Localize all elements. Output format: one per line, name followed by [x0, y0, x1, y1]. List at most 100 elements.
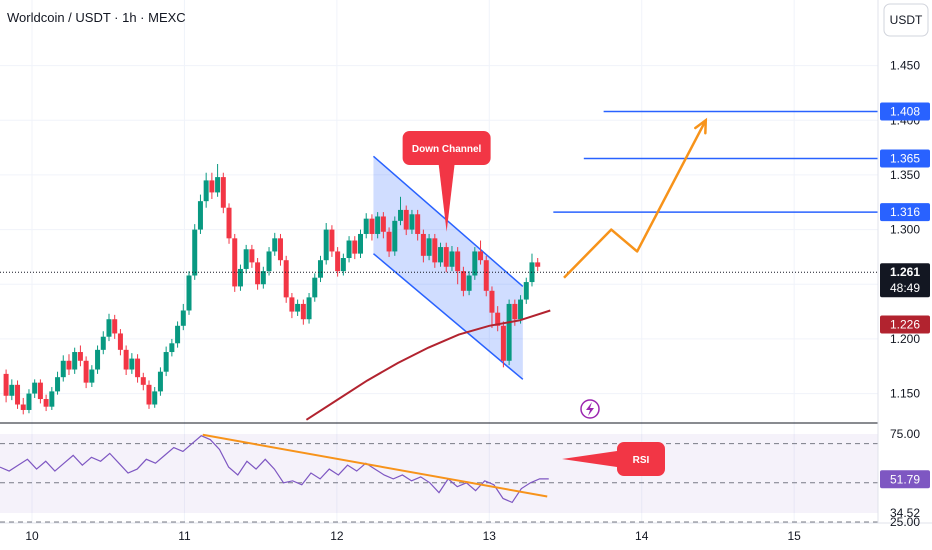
- candle-40: [232, 233, 238, 292]
- candle-body-20: [117, 333, 123, 350]
- candle-25: [146, 380, 152, 409]
- candle-body-90: [518, 299, 524, 320]
- candle-body-78: [449, 251, 455, 267]
- candle-body-1: [9, 384, 15, 396]
- candle-body-80: [460, 271, 466, 291]
- time-tick-0: 10: [25, 529, 39, 543]
- candle-body-82: [472, 251, 478, 276]
- candles: [3, 163, 541, 415]
- currency-button[interactable]: USDT: [883, 3, 929, 37]
- rsi-line: [0, 435, 549, 504]
- down-channel: [372, 155, 524, 380]
- projection-line: [563, 119, 707, 279]
- candle-body-65: [375, 216, 381, 234]
- candle-body-8: [49, 391, 55, 407]
- time-tick-5: 15: [787, 529, 801, 543]
- candle-64: [369, 214, 375, 241]
- candle-78: [449, 245, 455, 272]
- candle-79: [455, 247, 461, 285]
- candle-body-72: [415, 214, 421, 234]
- candle-49: [283, 255, 289, 303]
- time-tick-1: 11: [178, 529, 191, 543]
- level-tags: 1.408 1.365 1.316: [880, 102, 930, 222]
- callout-label: Down Channel: [412, 144, 482, 155]
- candle-18: [106, 313, 112, 342]
- countdown-label: 48:49: [890, 281, 920, 295]
- candle-body-41: [237, 268, 243, 287]
- candle-body-68: [392, 220, 398, 252]
- level-tag-2: [880, 203, 930, 222]
- candle-8: [49, 387, 55, 410]
- candle-body-16: [95, 349, 101, 370]
- candle-27: [157, 367, 163, 396]
- candle-body-47: [272, 238, 278, 252]
- candle-32: [186, 271, 192, 315]
- candle-28: [163, 346, 169, 377]
- candle-56: [323, 223, 329, 265]
- candle-75: [432, 233, 438, 268]
- candle-body-31: [180, 310, 186, 326]
- candle-body-12: [72, 352, 78, 370]
- candle-body-29: [169, 343, 175, 353]
- candle-body-15: [89, 369, 95, 383]
- candle-body-51: [295, 303, 301, 312]
- candle-47: [272, 232, 278, 256]
- candle-body-28: [163, 352, 169, 372]
- candle-68: [392, 216, 398, 256]
- candle-6: [37, 379, 43, 404]
- candle-body-45: [260, 271, 266, 285]
- channel-fill: [373, 156, 523, 380]
- candle-body-42: [243, 249, 249, 269]
- lightning-icon[interactable]: [580, 399, 600, 419]
- candle-body-81: [466, 275, 472, 291]
- down-channel-callout: Down Channel: [402, 131, 491, 232]
- candle-body-43: [249, 249, 255, 263]
- candle-43: [249, 244, 255, 268]
- candle-body-49: [283, 260, 289, 298]
- rsi-dashed-levels: [0, 443, 878, 523]
- candle-45: [260, 266, 266, 289]
- candle-body-11: [66, 360, 72, 370]
- candle-body-71: [409, 214, 415, 230]
- candle-72: [415, 209, 421, 241]
- candle-53: [306, 292, 312, 324]
- candle-body-2: [15, 384, 21, 405]
- candle-44: [255, 258, 261, 290]
- callout-box: [402, 131, 491, 165]
- candle-body-62: [357, 233, 363, 254]
- candle-26: [152, 387, 158, 408]
- candle-body-23: [135, 358, 141, 378]
- candle-80: [460, 266, 466, 297]
- candle-51: [295, 299, 301, 316]
- candle-87: [500, 321, 506, 368]
- candle-14: [83, 356, 89, 389]
- candle-41: [237, 264, 243, 291]
- candle-24: [140, 372, 146, 391]
- candle-5: [32, 379, 38, 398]
- candle-body-52: [300, 303, 306, 320]
- candle-50: [289, 292, 295, 319]
- candle-body-57: [329, 229, 335, 252]
- candle-body-17: [100, 336, 106, 350]
- candle-body-50: [289, 297, 295, 312]
- candle-body-18: [106, 319, 112, 337]
- candle-3: [20, 397, 26, 415]
- candle-57: [329, 225, 335, 257]
- candle-29: [169, 338, 175, 357]
- candle-body-77: [443, 247, 449, 267]
- candle-body-46: [266, 251, 272, 272]
- candle-42: [243, 244, 249, 274]
- candle-body-73: [420, 233, 426, 256]
- candle-85: [489, 286, 495, 328]
- candle-body-85: [489, 290, 495, 313]
- candle-23: [135, 354, 141, 383]
- candle-body-3: [20, 404, 26, 410]
- candle-body-36: [209, 180, 215, 193]
- candle-body-26: [152, 391, 158, 405]
- candle-body-86: [495, 312, 501, 326]
- level-tag-label-0: 1.408: [890, 105, 920, 119]
- candle-63: [363, 213, 369, 239]
- candle-83: [478, 240, 484, 265]
